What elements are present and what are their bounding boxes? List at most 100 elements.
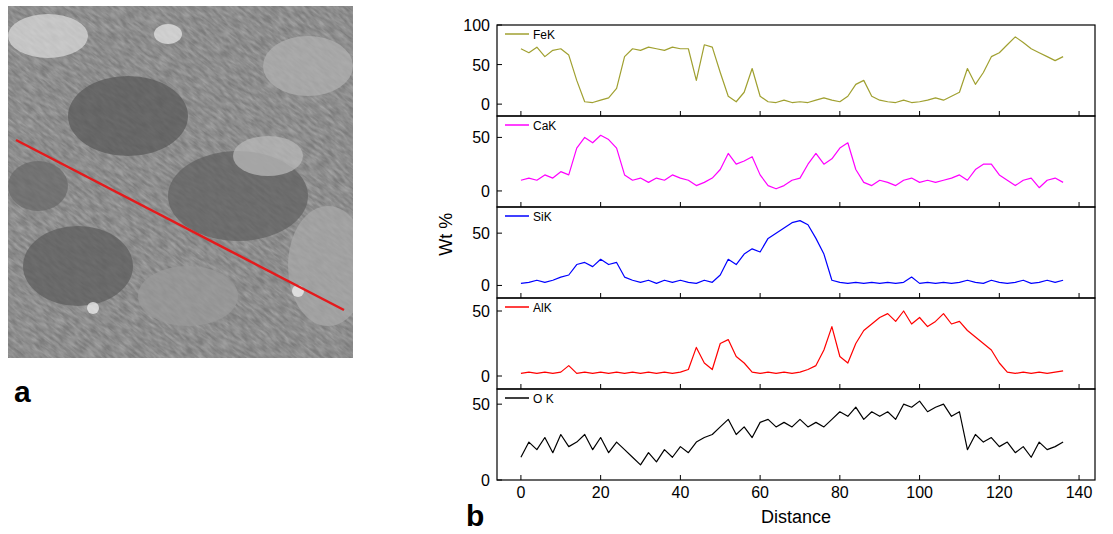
x-tick: [520, 202, 521, 207]
x-tick: [1079, 111, 1080, 116]
sem-feature: [8, 14, 88, 58]
x-tick: [760, 384, 761, 389]
x-tick: [1079, 202, 1080, 207]
profile-panel: 0 50 SiK: [472, 207, 1095, 298]
sem-streaks: [8, 6, 353, 358]
x-tick-label: 140: [1066, 484, 1093, 501]
x-tick-label: 40: [671, 484, 689, 501]
sem-feature: [138, 266, 238, 326]
x-tick-label: 100: [906, 484, 933, 501]
panel-frame: [497, 389, 1095, 480]
x-tick: [919, 475, 920, 480]
y-tick: [497, 104, 502, 105]
x-tick: [839, 202, 840, 207]
sem-feature: [23, 226, 133, 306]
y-tick: [497, 285, 502, 286]
x-tick: [760, 202, 761, 207]
profile-panel: 020406080100120140050O K: [472, 389, 1095, 501]
legend-label: O K: [533, 392, 554, 406]
profile-panel: 050100FeK: [463, 17, 1095, 116]
x-tick: [600, 202, 601, 207]
panel-frame: [497, 116, 1095, 207]
x-tick: [999, 293, 1000, 298]
sem-feature: [68, 76, 188, 156]
y-tick: [497, 376, 502, 377]
y-tick-label: 0: [481, 368, 490, 385]
x-tick: [760, 293, 761, 298]
sem-feature: [8, 161, 68, 211]
sem-image: [8, 6, 353, 358]
x-tick: [520, 111, 521, 116]
x-tick: [999, 384, 1000, 389]
y-axis-title: Wt %: [436, 213, 456, 256]
y-tick-label: 50: [472, 129, 490, 146]
x-tick: [919, 111, 920, 116]
sem-feature: [87, 302, 99, 314]
plot-area: [521, 37, 1063, 103]
x-tick-label: 120: [986, 484, 1013, 501]
y-tick: [497, 137, 502, 138]
sem-feature: [233, 136, 303, 176]
plot-area: [521, 135, 1063, 189]
plot-area: [521, 401, 1063, 465]
y-tick-label: 0: [481, 277, 490, 294]
x-tick-label: 20: [592, 484, 610, 501]
legend-swatch: [505, 397, 529, 399]
x-tick: [919, 293, 920, 298]
profile-panel: 050CaK: [472, 116, 1095, 207]
legend-swatch: [505, 33, 529, 35]
y-tick-label: 0: [481, 472, 490, 489]
x-tick: [680, 111, 681, 116]
y-tick-label: 100: [463, 17, 490, 34]
x-tick: [520, 475, 521, 480]
panel-frame: [497, 207, 1095, 298]
sem-feature: [154, 24, 182, 44]
y-tick-label: 50: [472, 225, 490, 242]
x-tick: [839, 384, 840, 389]
scan-line: [16, 140, 344, 310]
y-tick-label: 50: [472, 57, 490, 74]
x-tick: [1079, 475, 1080, 480]
profile-line: [521, 311, 1063, 373]
profile-line: [521, 135, 1063, 189]
legend-label: CaK: [533, 119, 556, 133]
panel-frame: [497, 298, 1095, 389]
y-tick: [497, 233, 502, 234]
sem-texture: [8, 6, 353, 358]
plot-area: [521, 221, 1063, 284]
x-tick-label: 0: [516, 484, 525, 501]
x-tick: [680, 293, 681, 298]
x-tick: [600, 293, 601, 298]
y-tick-label: 50: [472, 396, 490, 413]
profile-line: [521, 221, 1063, 284]
panel-label: a: [14, 375, 31, 408]
x-tick: [760, 475, 761, 480]
x-tick: [680, 475, 681, 480]
plot-area: [521, 311, 1063, 373]
x-tick-label: 80: [831, 484, 849, 501]
x-tick: [520, 384, 521, 389]
legend-swatch: [505, 215, 529, 217]
y-tick: [497, 311, 502, 312]
x-tick: [680, 202, 681, 207]
profile-line: [521, 401, 1063, 465]
x-tick: [839, 475, 840, 480]
panel-label: b: [466, 499, 484, 532]
sem-feature: [288, 206, 353, 326]
x-tick: [919, 202, 920, 207]
profile-line: [521, 37, 1063, 103]
x-tick: [839, 111, 840, 116]
legend-swatch: [505, 124, 529, 126]
x-tick: [520, 293, 521, 298]
x-tick: [600, 475, 601, 480]
legend-label: AlK: [533, 301, 552, 315]
y-tick-label: 0: [481, 96, 490, 113]
y-tick: [497, 404, 502, 405]
x-tick: [999, 202, 1000, 207]
panel-frame: [497, 25, 1095, 116]
x-tick: [600, 384, 601, 389]
legend-label: SiK: [533, 210, 552, 224]
profile-panel: 050AlK: [472, 298, 1095, 389]
x-tick: [999, 475, 1000, 480]
x-tick: [999, 111, 1000, 116]
